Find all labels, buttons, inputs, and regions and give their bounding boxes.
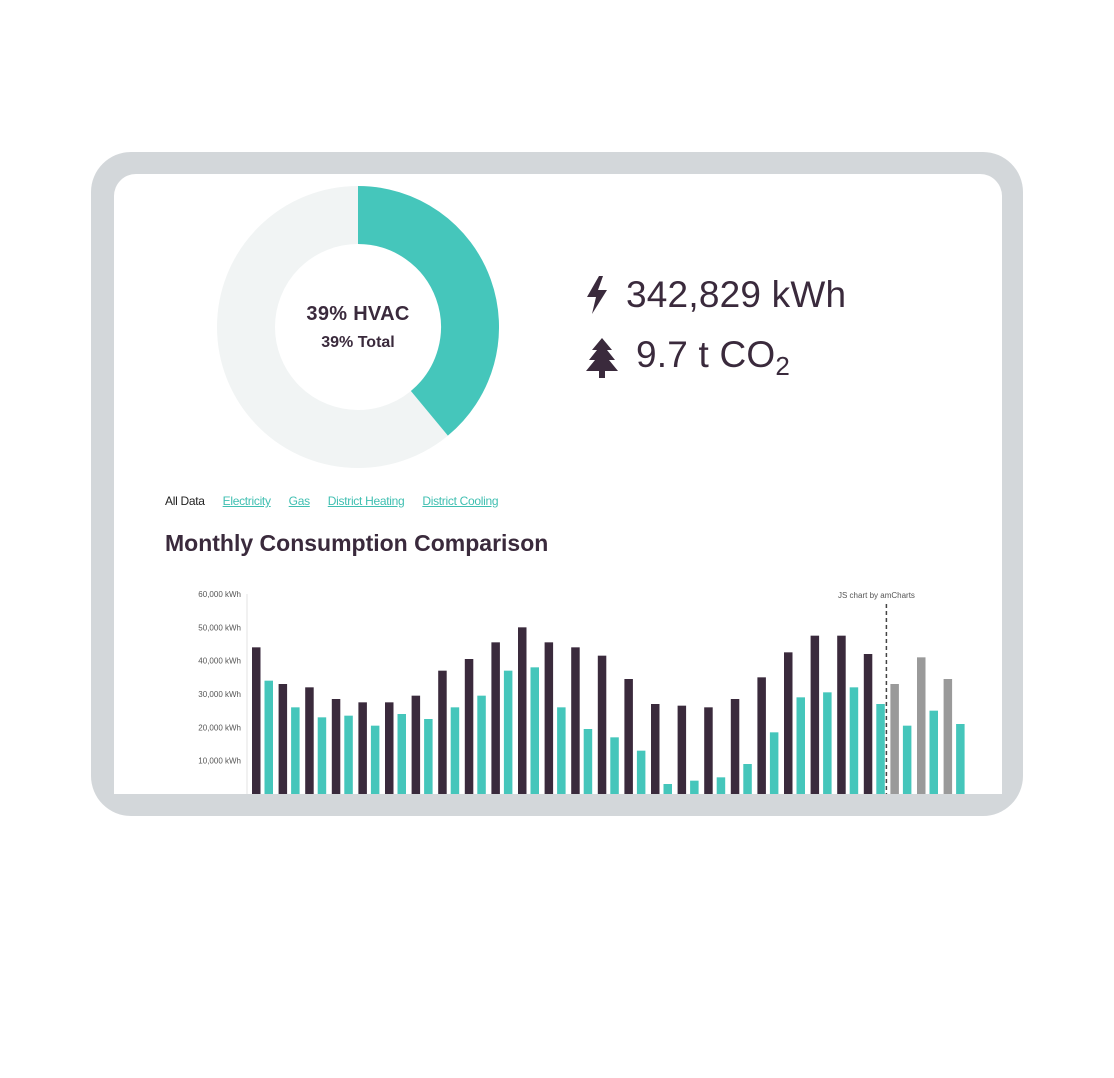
bar-series-2 xyxy=(397,714,406,794)
y-tick-label: 40,000 kWh xyxy=(198,657,241,666)
chart-title: Monthly Consumption Comparison xyxy=(165,530,549,556)
bar-series-2 xyxy=(344,715,353,794)
filter-all-data[interactable]: All Data xyxy=(165,494,205,508)
bar-series-2 xyxy=(849,687,859,794)
bar-series-2 xyxy=(557,707,566,794)
bar-series-2 xyxy=(503,670,513,794)
bar-series-2 xyxy=(264,680,273,794)
bar-series-1 xyxy=(385,702,394,794)
bar-series-2 xyxy=(769,732,779,794)
bar-series-1 xyxy=(252,647,261,794)
bar-series-2 xyxy=(796,697,805,794)
y-tick-label: 10,000 kWh xyxy=(198,757,241,766)
donut-hvac-slice xyxy=(357,186,499,436)
monthly-consumption-bar-chart: 60,000 kWh 50,000 kWh 40,000 kWh 30,000 kWh… xyxy=(198,590,965,794)
bar-series-2 xyxy=(902,725,912,794)
bar-series-1 xyxy=(438,670,447,794)
bar-series-1 xyxy=(411,695,421,794)
bar-series-1 xyxy=(624,679,633,794)
donut-center-label: 39% HVAC 39% Total xyxy=(217,186,499,468)
hvac-donut-chart xyxy=(217,186,499,468)
bar-series-2 xyxy=(424,719,433,794)
bar-series-1 xyxy=(757,677,766,794)
filter-gas[interactable]: Gas xyxy=(288,494,310,508)
co2-value: 9.7 t CO2 xyxy=(636,334,791,381)
bar-series-1 xyxy=(810,635,820,794)
bar-series-1 xyxy=(837,635,846,794)
bar-series-1 xyxy=(730,699,740,794)
donut-total-percent: 39% Total xyxy=(321,333,395,351)
bar-series-1 xyxy=(331,699,341,794)
chart-credit[interactable]: JS chart by amCharts xyxy=(838,591,915,600)
bar-series-1 xyxy=(651,704,660,794)
lightning-icon xyxy=(587,276,607,314)
bar-series-1 xyxy=(890,684,899,794)
bar-series-1 xyxy=(571,647,580,794)
bar-series-1 xyxy=(943,679,953,794)
bar-series-2 xyxy=(450,707,460,794)
bar-series-2 xyxy=(823,692,832,794)
bar-series-1 xyxy=(544,642,554,794)
filter-district-heating[interactable]: District Heating xyxy=(327,494,405,508)
dashboard-screen: 39% HVAC 39% Total 342,829 kWh 9.7 t CO2… xyxy=(114,174,1002,794)
bar-series-2 xyxy=(317,717,327,794)
data-filter-tabs: All Data Electricity Gas District Heatin… xyxy=(165,494,516,508)
bar-series-2 xyxy=(610,737,619,794)
bar-series-1 xyxy=(784,652,793,794)
energy-stat: 342,829 kWh xyxy=(584,274,846,316)
bar-series-1 xyxy=(464,659,474,794)
bar-series-1 xyxy=(491,642,500,794)
energy-value: 342,829 kWh xyxy=(626,274,847,315)
bar-series-2 xyxy=(743,764,752,794)
y-tick-label: 30,000 kWh xyxy=(198,690,241,699)
bar-series-1 xyxy=(358,702,367,794)
bar-series-1 xyxy=(305,687,314,794)
bar-series-2 xyxy=(929,710,938,794)
bar-series-2 xyxy=(876,704,885,794)
bar-series-2 xyxy=(477,695,486,794)
bar-series-2 xyxy=(636,750,646,794)
bar-series-1 xyxy=(278,684,288,794)
bar-series-1 xyxy=(518,627,527,794)
y-tick-label: 20,000 kWh xyxy=(198,723,241,732)
filter-district-cooling[interactable]: District Cooling xyxy=(422,494,499,508)
bar-series-1 xyxy=(863,654,873,794)
tree-icon xyxy=(586,338,618,378)
bar-series-1 xyxy=(677,705,687,794)
bar-series-2 xyxy=(716,777,726,794)
donut-hvac-percent: 39% HVAC xyxy=(306,302,410,325)
bar-series-2 xyxy=(370,725,380,794)
bar-series-2 xyxy=(956,724,965,794)
bar-series-2 xyxy=(690,780,699,794)
bar-series-2 xyxy=(663,784,672,794)
bar-series-1 xyxy=(597,655,607,794)
bar-series-1 xyxy=(917,657,926,794)
bar-series-2 xyxy=(583,729,593,794)
bar-series-2 xyxy=(530,667,539,794)
filter-electricity[interactable]: Electricity xyxy=(222,494,271,508)
bar-series-1 xyxy=(704,707,713,794)
y-tick-label: 60,000 kWh xyxy=(198,590,241,599)
bar-series-2 xyxy=(291,707,300,794)
y-tick-label: 50,000 kWh xyxy=(198,623,241,632)
co2-stat: 9.7 t CO2 xyxy=(584,334,790,382)
